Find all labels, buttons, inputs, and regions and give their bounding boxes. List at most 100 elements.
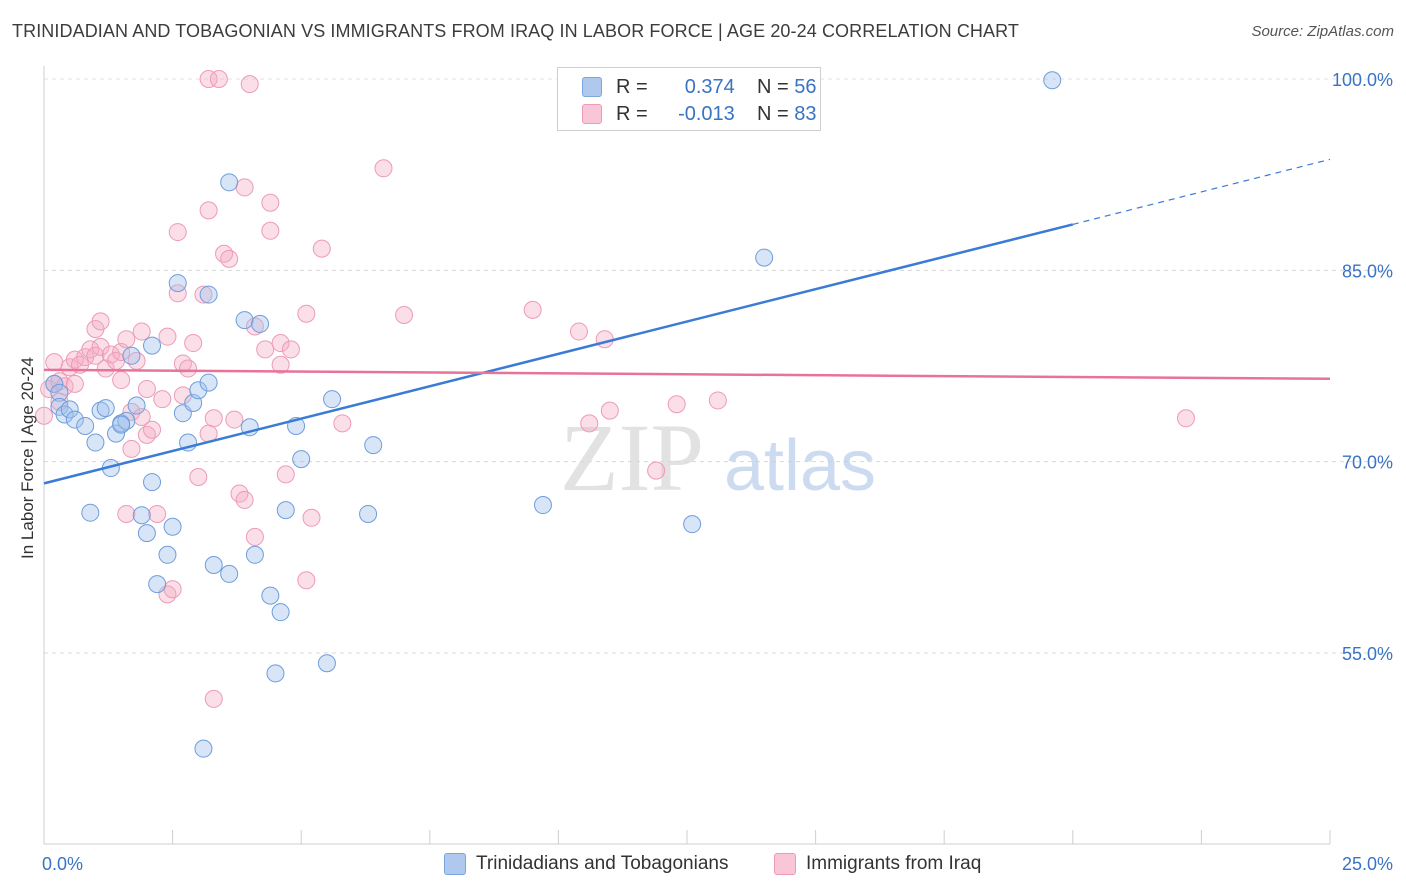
y-tick-label: 100.0% [1332, 70, 1393, 90]
iraq-point [137, 379, 156, 398]
trinidadian-point [132, 506, 151, 525]
iraq-point [225, 410, 244, 429]
y-axis-label: In Labor Force | Age 20-24 [18, 357, 37, 559]
iraq-point [132, 322, 151, 341]
iraq-point [112, 371, 131, 390]
trinidadian-point [189, 381, 208, 400]
iraq-point [45, 353, 64, 372]
legend-swatch-pink [582, 104, 602, 124]
iraq-point [132, 408, 151, 427]
trinidadian-point [76, 416, 95, 435]
iraq-point [276, 465, 295, 484]
legend-label: Trinidadians and Tobagonians [476, 853, 729, 874]
trinidadian-point [45, 374, 64, 393]
trinidadian-point [55, 405, 74, 424]
stats-legend: R = 0.374 N = 56 R = -0.013 N = 83 [557, 67, 821, 131]
legend-item-trinidadian: Trinidadians and Tobagonians [444, 851, 728, 877]
trinidadian-point [1043, 71, 1062, 90]
iraq-point [168, 284, 187, 303]
iraq-point [374, 159, 393, 178]
iraq-point [179, 359, 198, 378]
iraq-point [215, 244, 234, 263]
x-tick-label: 0.0% [42, 854, 83, 874]
trinidadian-point [148, 575, 167, 594]
iraq-point [333, 414, 352, 433]
x-tick-label: 25.0% [1342, 854, 1393, 874]
iraq-point [117, 504, 136, 523]
iraq-point [281, 340, 300, 359]
legend-item-iraq: Immigrants from Iraq [774, 851, 981, 877]
iraq-point [1176, 409, 1195, 428]
iraq-point [117, 330, 136, 349]
iraq-point [199, 70, 218, 88]
iraq-point [595, 330, 614, 349]
iraq-point [168, 223, 187, 242]
iraq-point [235, 178, 254, 197]
legend-r-label: R = [616, 102, 648, 125]
iraq-point [297, 571, 316, 590]
iraq-point [91, 312, 110, 331]
iraq-point [261, 193, 280, 212]
trinidadian-point [755, 248, 774, 267]
iraq-point [297, 304, 316, 323]
iraq-point [245, 317, 264, 336]
iraq-point [302, 508, 321, 527]
trinidadian-point [163, 517, 182, 536]
tick-labels: 55.0% 70.0% 85.0% 100.0% 0.0% 25.0% [42, 70, 1393, 874]
trinidadian-point [50, 383, 69, 402]
iraq-point [235, 490, 254, 509]
gridlines [44, 78, 1390, 654]
series-trinidadian-points [45, 71, 1062, 758]
iraq-point [143, 420, 162, 439]
legend-n-value: 56 [794, 75, 817, 98]
iraq-point [209, 70, 228, 88]
trinidadian-point [143, 336, 162, 355]
iraq-point [194, 285, 213, 304]
iraq-point [220, 249, 239, 268]
trinidadian-point [204, 555, 223, 574]
trend-line-trinidadian [43, 223, 1074, 485]
iraq-point [137, 425, 156, 444]
trinidadian-point [127, 396, 146, 415]
trinidadian-point [143, 473, 162, 492]
iraq-point [96, 359, 115, 378]
axes [43, 66, 1331, 845]
iraq-point [256, 340, 275, 359]
trinidadian-point [220, 173, 239, 192]
legend-swatch-pink [774, 853, 796, 875]
legend-r-value: 0.374 [684, 75, 735, 98]
trinidadian-point [364, 436, 383, 455]
iraq-point [40, 379, 59, 398]
legend-r-label: R = [616, 75, 648, 98]
trinidadian-point [235, 311, 254, 330]
trinidadian-point [266, 664, 285, 683]
trinidadian-point [158, 545, 177, 564]
trinidadian-point [194, 739, 213, 758]
trinidadian-point [323, 390, 342, 409]
legend-n-label: N = [757, 75, 789, 98]
iraq-point [163, 580, 182, 599]
legend-swatch-blue [582, 77, 602, 97]
trinidadian-point [122, 346, 141, 365]
iraq-point [312, 239, 331, 258]
iraq-point [708, 391, 727, 410]
iraq-point [204, 689, 223, 708]
trinidadian-point [199, 285, 218, 304]
iraq-point [158, 327, 177, 346]
iraq-point [153, 390, 172, 409]
iraq-point [148, 504, 167, 523]
iraq-point [580, 414, 599, 433]
watermark: ZIP atlas [560, 404, 876, 511]
iraq-point [122, 439, 141, 458]
trinidadian-point [112, 415, 131, 434]
trinidadian-point [60, 400, 79, 419]
trinidadian-point [251, 314, 270, 333]
iraq-point [184, 334, 203, 353]
trinidadian-point [91, 401, 110, 420]
iraq-point [204, 409, 223, 428]
trinidadian-point [359, 504, 378, 523]
trinidadian-point [271, 603, 290, 622]
iraq-point [600, 401, 619, 420]
iraq-point [667, 395, 686, 414]
